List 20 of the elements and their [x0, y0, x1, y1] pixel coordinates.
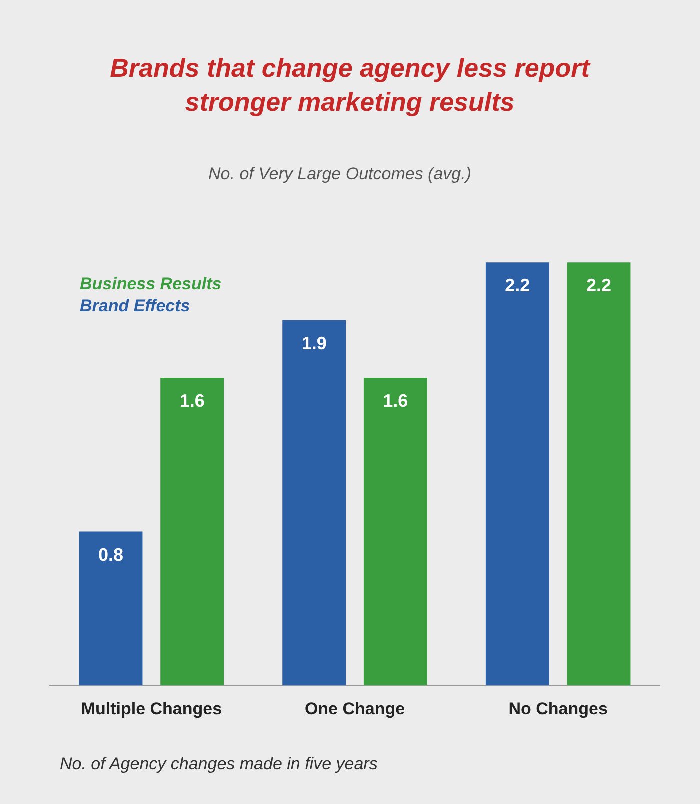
data-label: 2.2	[505, 276, 530, 296]
x-tick-label: One Change	[304, 699, 406, 718]
bar	[486, 262, 550, 686]
bar	[79, 532, 143, 686]
text: Business Results	[80, 274, 222, 294]
x-tick-label: No Changes	[508, 699, 608, 718]
data-label: 1.6	[383, 390, 408, 411]
data-label: 1.9	[302, 333, 327, 354]
x-tick-label: Multiple Changes	[81, 699, 222, 718]
y-axis-title: No. of Very Large Outcomes (avg.)	[208, 164, 472, 184]
bar	[160, 378, 224, 686]
x-axis-title: No. of Agency changes made in five years	[60, 754, 378, 774]
chart-title: Brands that change agency less report stronger marketing results	[110, 53, 592, 118]
text: Brand Effects	[80, 296, 190, 316]
data-label: 0.8	[98, 544, 124, 565]
bar	[282, 320, 346, 686]
bar	[364, 378, 428, 686]
data-label: 2.2	[586, 276, 612, 296]
bar	[567, 262, 631, 686]
data-label: 1.6	[180, 390, 205, 411]
